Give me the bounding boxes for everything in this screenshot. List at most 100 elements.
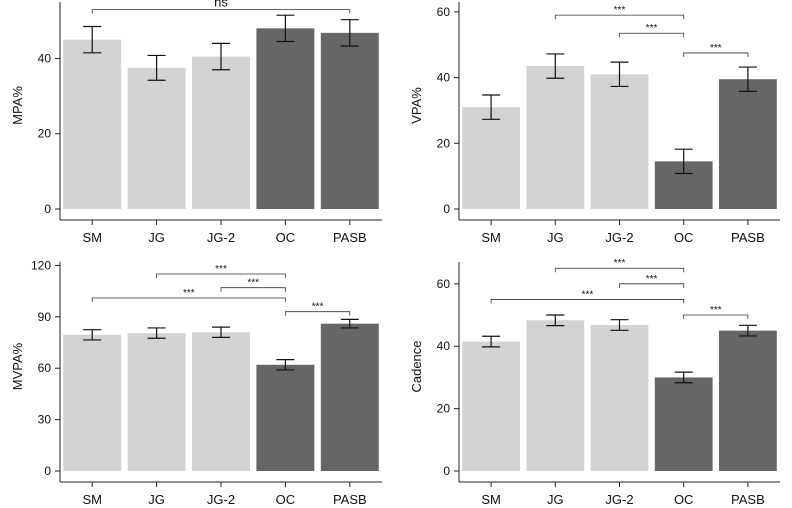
x-tick-label-pasb: PASB bbox=[333, 230, 367, 245]
y-tick-label: 40 bbox=[38, 51, 52, 65]
chart-panel-3: 0 30 60 90 120 MVPA% SM JG JG-2 OC PASB *** *** *** **… bbox=[10, 258, 382, 507]
x-tick-label-oc: OC bbox=[674, 230, 694, 245]
error-bar-jg-2 bbox=[212, 42, 230, 71]
bar-jg bbox=[526, 66, 585, 209]
significance-bracket: *** bbox=[490, 289, 685, 304]
error-bar-oc bbox=[674, 148, 693, 175]
x-tick-label-pasb: PASB bbox=[333, 492, 367, 507]
bar-jg-2 bbox=[192, 332, 250, 471]
significance-label: *** bbox=[183, 288, 195, 299]
significance-bracket: *** bbox=[156, 264, 286, 278]
y-tick-label: 60 bbox=[437, 5, 451, 19]
y-tick-label: 20 bbox=[437, 402, 451, 416]
significance-label: *** bbox=[582, 289, 594, 300]
error-bar-sm bbox=[83, 25, 102, 54]
error-bar-jg-2 bbox=[212, 326, 230, 338]
error-bar-pasb bbox=[340, 19, 359, 47]
significance-bracket: *** bbox=[91, 288, 286, 302]
significance-label: *** bbox=[710, 43, 722, 54]
bar-jg bbox=[127, 67, 186, 209]
bar-pasb bbox=[719, 79, 777, 209]
bar-sm bbox=[462, 341, 520, 471]
significance-bracket: *** bbox=[683, 305, 749, 320]
bar-oc bbox=[256, 364, 315, 471]
bar-pasb bbox=[719, 330, 777, 471]
error-bar-jg bbox=[147, 327, 166, 339]
bar-pasb bbox=[320, 32, 379, 209]
y-tick-label: 20 bbox=[437, 136, 451, 150]
x-tick-label-oc: OC bbox=[276, 492, 296, 507]
error-bar-jg bbox=[546, 314, 565, 327]
y-axis-label: Cadence bbox=[409, 340, 424, 392]
x-tick-label-jg-2: JG-2 bbox=[605, 230, 633, 245]
y-axis-label: VPA% bbox=[409, 87, 424, 124]
x-tick-label-pasb: PASB bbox=[731, 230, 765, 245]
bar-jg-2 bbox=[192, 56, 250, 210]
x-tick-label-jg-2: JG-2 bbox=[207, 230, 235, 245]
significance-label: *** bbox=[614, 5, 626, 16]
significance-label: *** bbox=[247, 278, 259, 289]
x-tick-label-pasb: PASB bbox=[731, 492, 765, 507]
x-tick-label-sm: SM bbox=[82, 492, 102, 507]
error-bar-jg bbox=[147, 54, 166, 81]
x-tick-label-sm: SM bbox=[82, 230, 102, 245]
chart-panel-2: 0 20 40 60 VPA% SM JG JG-2 OC PASB *** *** *** bbox=[409, 2, 780, 245]
error-bar-oc bbox=[276, 359, 295, 371]
x-tick-label-jg: JG bbox=[547, 230, 564, 245]
y-axis-label: MPA% bbox=[10, 86, 25, 125]
y-axis-label: MVPA% bbox=[10, 342, 25, 390]
significance-bracket: *** bbox=[683, 43, 749, 57]
significance-bracket: *** bbox=[554, 5, 685, 20]
bar-sm bbox=[63, 334, 122, 471]
y-tick-label: 40 bbox=[437, 71, 451, 85]
bar-oc bbox=[256, 28, 315, 209]
significance-label: *** bbox=[646, 274, 658, 285]
significance-bracket: *** bbox=[220, 278, 286, 292]
x-tick-label-jg: JG bbox=[547, 492, 564, 507]
significance-label: *** bbox=[215, 264, 227, 275]
significance-bracket: ns bbox=[91, 0, 351, 14]
significance-label: *** bbox=[710, 305, 722, 316]
error-bar-oc bbox=[674, 371, 693, 384]
error-bar-pasb bbox=[340, 318, 359, 329]
error-bar-sm bbox=[482, 94, 501, 120]
bar-oc bbox=[654, 377, 713, 471]
x-tick-label-jg: JG bbox=[148, 492, 165, 507]
bar-jg bbox=[127, 333, 186, 471]
significance-label: *** bbox=[614, 258, 626, 269]
error-bar-jg bbox=[546, 53, 565, 79]
bar-jg bbox=[526, 320, 585, 471]
chart-panel-4: 0 20 40 60 Cadence SM JG JG-2 OC PASB *** *** *** *** bbox=[409, 258, 780, 507]
bar-pasb bbox=[320, 323, 379, 471]
y-tick-label: 0 bbox=[443, 464, 450, 478]
significance-label: ns bbox=[214, 0, 228, 10]
error-bar-pasb bbox=[738, 324, 757, 337]
y-tick-label: 0 bbox=[44, 202, 51, 216]
x-tick-label-sm: SM bbox=[481, 492, 501, 507]
y-tick-label: 120 bbox=[31, 258, 51, 272]
y-tick-label: 20 bbox=[38, 127, 52, 141]
y-tick-label: 30 bbox=[38, 413, 52, 427]
significance-label: *** bbox=[312, 302, 324, 313]
error-bar-jg-2 bbox=[610, 61, 629, 88]
x-tick-label-sm: SM bbox=[481, 230, 501, 245]
bar-sm bbox=[63, 39, 122, 209]
error-bar-sm bbox=[83, 329, 102, 341]
y-tick-label: 40 bbox=[437, 339, 451, 353]
y-tick-label: 0 bbox=[443, 202, 450, 216]
bar-sm bbox=[462, 107, 520, 209]
error-bar-pasb bbox=[738, 66, 757, 92]
chart-panel-1: 0 20 40 MPA% SM JG JG-2 OC PASB ns bbox=[10, 0, 382, 245]
y-tick-label: 90 bbox=[38, 310, 52, 324]
significance-bracket: *** bbox=[285, 302, 351, 316]
error-bar-oc bbox=[276, 14, 295, 43]
y-tick-label: 60 bbox=[38, 361, 52, 375]
significance-bracket: *** bbox=[619, 23, 685, 38]
bar-jg-2 bbox=[590, 74, 649, 210]
significance-bracket: *** bbox=[554, 258, 685, 273]
y-tick-label: 60 bbox=[437, 277, 451, 291]
bar-jg-2 bbox=[590, 325, 649, 471]
x-tick-label-jg-2: JG-2 bbox=[207, 492, 235, 507]
x-tick-label-oc: OC bbox=[674, 492, 694, 507]
